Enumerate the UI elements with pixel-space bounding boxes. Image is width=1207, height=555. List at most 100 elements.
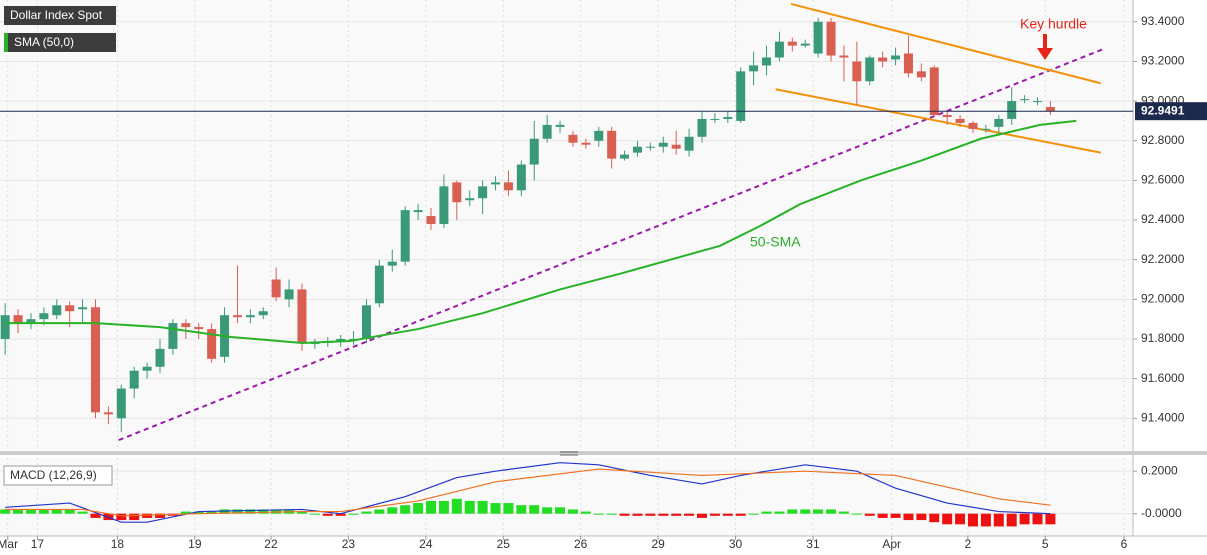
macd-line (5, 468, 1051, 517)
histogram-bar (51, 509, 62, 514)
histogram-bar (619, 513, 630, 516)
histogram-bar (193, 511, 204, 514)
last-price-box (1135, 102, 1207, 121)
histogram-bar (929, 513, 940, 523)
candle-body (916, 71, 926, 78)
candle-body (503, 182, 513, 191)
candle-body (207, 329, 217, 359)
candle-body (194, 327, 204, 330)
candle-body (258, 311, 268, 316)
histogram-bar (800, 509, 811, 514)
histogram-bar (438, 500, 449, 514)
price-panel (0, 0, 1133, 450)
candle-body (271, 279, 281, 298)
histogram-bar (348, 513, 359, 515)
candle-body (52, 305, 62, 316)
candle-body (1045, 107, 1055, 112)
candle-body (981, 128, 991, 130)
histogram-bar (993, 513, 1004, 527)
candle-body (39, 313, 49, 320)
histogram-bar (606, 513, 617, 515)
candle-body (1033, 101, 1043, 103)
x-tick-label: 19 (188, 537, 202, 551)
histogram-bar (529, 505, 540, 514)
candle-body (361, 305, 371, 339)
candle-body (568, 134, 578, 143)
candle-body (813, 21, 823, 54)
histogram-bar (696, 513, 707, 518)
x-tick-label: 23 (342, 537, 356, 551)
candle-body (878, 57, 888, 62)
histogram-bar (955, 513, 966, 525)
x-tick-label: 2 (964, 537, 971, 551)
candle-body (736, 71, 746, 121)
legend-box (3, 465, 113, 486)
histogram-bar (232, 509, 243, 514)
histogram-bar (632, 513, 643, 516)
histogram-bar (542, 507, 553, 514)
histogram-bar (13, 509, 24, 514)
candle-body (942, 114, 952, 117)
candle-body (413, 210, 423, 213)
candle-body (891, 55, 901, 60)
candle-body (607, 130, 617, 159)
histogram-bar (258, 509, 269, 514)
candle-body (478, 186, 488, 199)
candle-body (1007, 101, 1017, 119)
x-tick-label: Mar (0, 537, 18, 551)
x-tick-label: 17 (31, 537, 45, 551)
candle-body (774, 41, 784, 58)
histogram-bar (748, 513, 759, 515)
y-tick-label: 93.4000 (1141, 14, 1185, 28)
histogram-bar (296, 511, 307, 514)
candle-body (542, 124, 552, 139)
candle-body (1020, 99, 1030, 101)
candle-body (929, 67, 939, 115)
candle-body (310, 342, 320, 344)
y-tick-label: 0.2000 (1141, 463, 1178, 477)
histogram-bar (245, 509, 256, 514)
histogram-bar (877, 513, 888, 518)
candle-body (749, 65, 759, 72)
x-tick-label: 30 (729, 537, 743, 551)
histogram-bar (967, 513, 978, 527)
x-tick-label: 6 (1121, 537, 1128, 551)
histogram-bar (942, 513, 953, 525)
histogram-bar (413, 503, 424, 514)
candle-body (516, 164, 526, 191)
candle-body (284, 289, 294, 300)
candle-body (723, 116, 733, 119)
candle-body (336, 338, 346, 341)
y-tick-label: 91.4000 (1141, 410, 1185, 424)
candle-body (839, 55, 849, 58)
candle-body (297, 289, 307, 343)
candle-body (168, 323, 178, 349)
candle-body (13, 315, 23, 324)
histogram-bar (90, 513, 101, 518)
macd-title: MACD (12,26,9) (10, 468, 97, 482)
histogram-bar (25, 509, 36, 514)
y-tick-label: 91.6000 (1141, 371, 1185, 385)
histogram-bar (322, 513, 333, 516)
x-tick-label: 26 (574, 537, 588, 551)
histogram-bar (658, 513, 669, 516)
candle-body (65, 305, 75, 312)
x-tick-label: 24 (419, 537, 433, 551)
histogram-bar (761, 511, 772, 514)
candle-body (452, 182, 462, 203)
histogram-bar (116, 513, 127, 521)
histogram-bar (77, 511, 88, 514)
candle-body (826, 21, 836, 56)
title-box (4, 6, 116, 25)
candle-body (387, 261, 397, 266)
candle-body (632, 146, 642, 153)
candle-body (426, 216, 436, 225)
histogram-bar (400, 505, 411, 514)
candle-body (645, 146, 655, 148)
sma-line (5, 119, 1077, 344)
histogram-bar (206, 511, 217, 514)
histogram-bar (1006, 513, 1017, 527)
candle-body (710, 118, 720, 120)
